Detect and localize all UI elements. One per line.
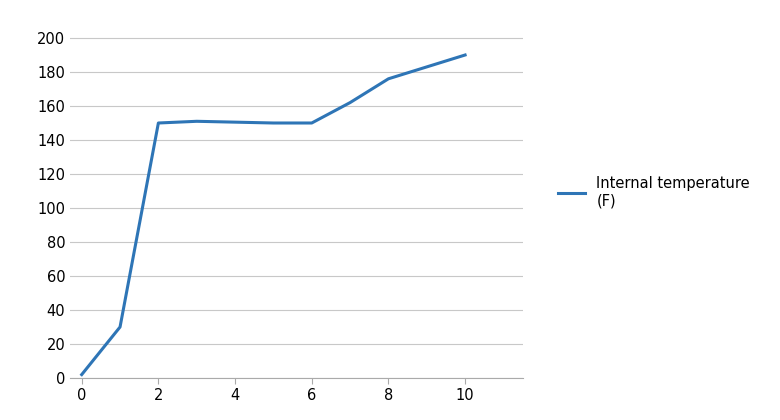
Internal temperature
(F) — [460, 52, 470, 58]
Internal temperature
(F) — [77, 372, 87, 377]
Internal temperature
(F) — [384, 76, 393, 81]
Internal temperature
(F) — [307, 121, 317, 126]
Internal temperature
(F) — [422, 64, 431, 69]
Internal temperature
(F) — [115, 325, 125, 330]
Line: Internal temperature
(F): Internal temperature (F) — [82, 55, 465, 375]
Internal temperature
(F) — [192, 119, 201, 124]
Internal temperature
(F) — [346, 100, 355, 105]
Legend: Internal temperature
(F): Internal temperature (F) — [552, 171, 756, 214]
Internal temperature
(F) — [154, 121, 163, 126]
Internal temperature
(F) — [269, 121, 278, 126]
